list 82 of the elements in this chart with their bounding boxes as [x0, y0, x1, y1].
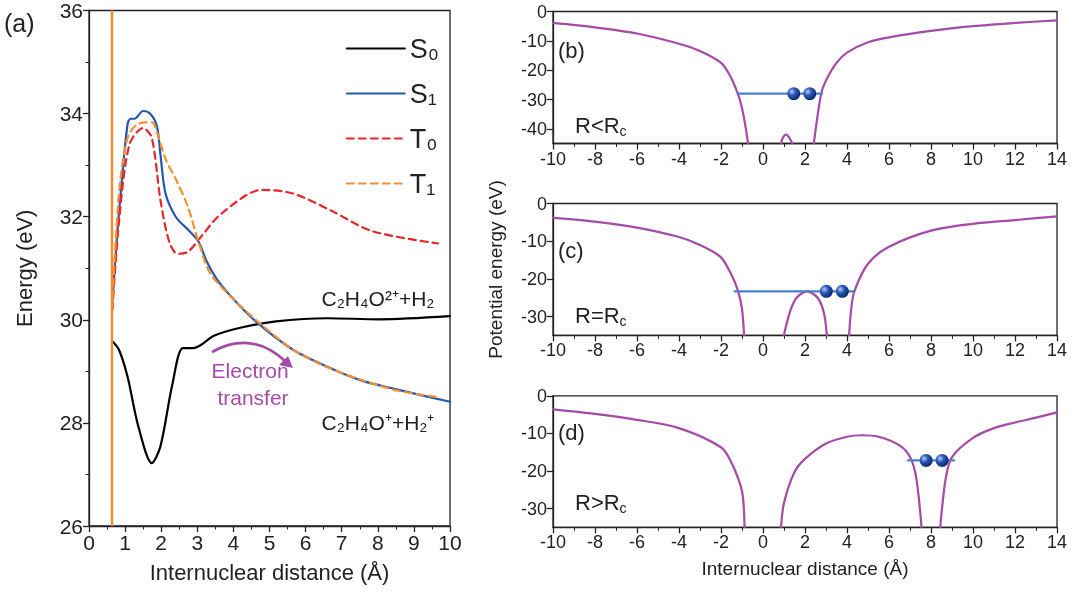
line-series — [111, 126, 440, 311]
y-tick-label: 28 — [59, 411, 83, 435]
x-tick-label: 4 — [841, 148, 853, 169]
y-tick-label: -40 — [520, 118, 547, 139]
x-tick-label: -8 — [586, 340, 604, 361]
y-tick-label: -10 — [520, 231, 547, 252]
x-tick-label: 9 — [408, 531, 420, 554]
x-tick-label: -8 — [586, 532, 604, 553]
x-tick-label: 7 — [335, 531, 348, 554]
legend-label: S₀ — [409, 33, 439, 64]
y-tick-label: 26 — [59, 514, 83, 538]
y-tick-label: -30 — [520, 89, 547, 110]
x-tick-label: -4 — [670, 532, 688, 553]
x-tick-label: 0 — [757, 148, 769, 169]
x-tick-label: 4 — [841, 340, 853, 361]
y-axis-title: Energy (eV) — [11, 209, 37, 327]
x-tick-label: 3 — [191, 531, 204, 554]
x-tick-label: 6 — [883, 532, 895, 553]
x-tick-label: 1 — [119, 531, 131, 554]
x-axis-title: Internuclear distance (Å) — [701, 558, 909, 580]
y-tick-label: -20 — [520, 60, 547, 81]
y-axis-title: Potential energy (eV) — [485, 180, 506, 359]
y-tick-label: 30 — [59, 308, 83, 332]
x-tick-label: 10 — [962, 532, 984, 553]
y-tick-label: -10 — [520, 30, 547, 51]
x-tick-label: -2 — [712, 148, 730, 169]
annotation: C₂H₄O⁺+H₂⁺ — [321, 410, 435, 434]
x-tick-label: 8 — [925, 148, 937, 169]
annotation: (c) — [558, 238, 584, 263]
x-tick-label: 2 — [155, 531, 168, 554]
y-tick-label: 0 — [536, 1, 547, 22]
text: (a) — [4, 8, 35, 37]
x-tick-label: 0 — [757, 532, 769, 553]
annotation: (d) — [558, 420, 585, 446]
legend-label: T₁ — [409, 168, 436, 199]
annotation: C₂H₄O²⁺+H₂ — [321, 286, 435, 310]
y-tick-label: 36 — [59, 0, 83, 22]
x-tick-label: 12 — [1004, 532, 1026, 553]
x-tick-label: 2 — [799, 532, 811, 553]
y-tick-label: 0 — [536, 193, 547, 214]
x-tick-label: -4 — [670, 340, 688, 361]
x-tick-label: 2 — [799, 340, 811, 361]
legend-label: S₁ — [409, 78, 437, 109]
y-tick-label: 34 — [59, 102, 84, 126]
x-tick-label: 6 — [883, 340, 895, 361]
x-tick-label: -2 — [712, 340, 730, 361]
y-tick-label: -30 — [520, 306, 547, 327]
x-tick-label: -8 — [586, 148, 604, 169]
legend-label: T₀ — [409, 123, 438, 154]
x-tick-label: 12 — [1004, 340, 1026, 361]
x-tick-label: 2 — [799, 148, 811, 169]
x-tick-label: -2 — [712, 532, 730, 553]
x-axis-title: Internuclear distance (Å) — [149, 559, 390, 585]
y-tick-label: -20 — [520, 460, 547, 481]
x-tick-label: 14 — [1046, 148, 1068, 169]
x-tick-label: 8 — [925, 340, 937, 361]
x-tick-label: 14 — [1046, 340, 1068, 361]
y-tick-label: 32 — [59, 205, 83, 229]
y-tick-label: -30 — [520, 498, 547, 519]
x-tick-label: 8 — [925, 532, 937, 553]
y-tick-label: -20 — [520, 268, 547, 289]
annotation: Electron transfer — [211, 359, 295, 409]
x-tick-label: 10 — [962, 148, 984, 169]
line-series — [111, 315, 452, 465]
x-tick-label: 0 — [757, 340, 769, 361]
x-tick-label: -6 — [628, 340, 646, 361]
x-tick-label: 4 — [841, 532, 853, 553]
annotation: (b) — [558, 38, 585, 63]
y-tick-label: 0 — [536, 385, 547, 406]
x-tick-label: 4 — [227, 531, 240, 554]
y-tick-label: -10 — [520, 423, 547, 444]
x-tick-label: 6 — [299, 531, 312, 554]
x-tick-label: -6 — [628, 148, 646, 169]
x-tick-label: 6 — [883, 148, 895, 169]
x-tick-label: -6 — [628, 532, 646, 553]
x-tick-label: 10 — [438, 531, 462, 554]
x-tick-label: 14 — [1046, 532, 1068, 553]
x-tick-label: 8 — [371, 531, 384, 554]
x-tick-label: 10 — [962, 340, 984, 361]
x-tick-label: -4 — [670, 148, 688, 169]
x-tick-label: 12 — [1004, 148, 1026, 169]
x-tick-label: 5 — [263, 531, 276, 554]
